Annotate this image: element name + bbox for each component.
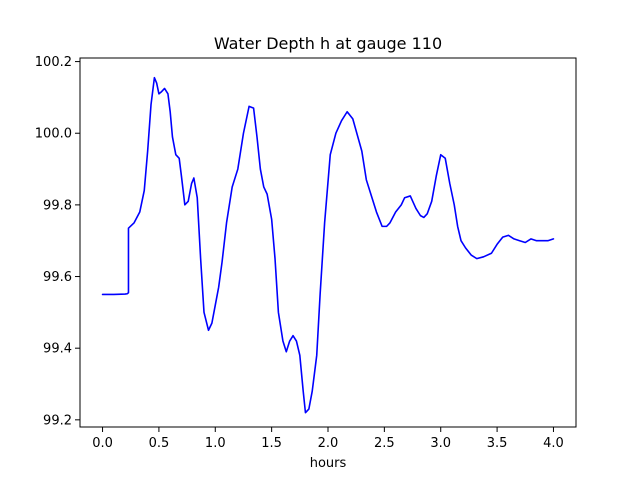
x-tick-label: 1.5 bbox=[261, 436, 282, 451]
plot-border bbox=[79, 57, 577, 428]
y-tick-label: 100.2 bbox=[35, 55, 72, 70]
y-axis: 99.2 99.4 99.6 99.8 100.0 100.2 bbox=[35, 55, 80, 428]
x-tick-label: 2.0 bbox=[318, 436, 339, 451]
x-axis: 0.0 0.5 1.0 1.5 2.0 2.5 3.0 3.5 4.0 bbox=[92, 427, 564, 451]
chart-title: Water Depth h at gauge 110 bbox=[214, 34, 442, 53]
x-tick-label: 0.0 bbox=[92, 436, 113, 451]
y-tick-label: 99.8 bbox=[43, 198, 72, 213]
y-tick-label: 99.2 bbox=[43, 413, 72, 428]
x-tick-label: 1.0 bbox=[205, 436, 226, 451]
series-layer bbox=[101, 76, 555, 414]
y-tick-label: 99.6 bbox=[43, 270, 72, 285]
x-axis-label: hours bbox=[310, 456, 347, 471]
x-tick-label: 4.0 bbox=[543, 436, 564, 451]
x-tick-label: 2.5 bbox=[374, 436, 395, 451]
y-tick-label: 100.0 bbox=[35, 127, 72, 142]
y-tick-label: 99.4 bbox=[43, 342, 72, 357]
x-tick-label: 3.5 bbox=[487, 436, 508, 451]
x-tick-label: 0.5 bbox=[149, 436, 170, 451]
x-tick-label: 3.0 bbox=[430, 436, 451, 451]
series-line bbox=[101, 76, 555, 414]
plot-area: 0.0 0.5 1.0 1.5 2.0 2.5 3.0 3.5 4.0 99.2 99.4 99.6… bbox=[35, 55, 577, 451]
plot-frame bbox=[79, 57, 577, 428]
